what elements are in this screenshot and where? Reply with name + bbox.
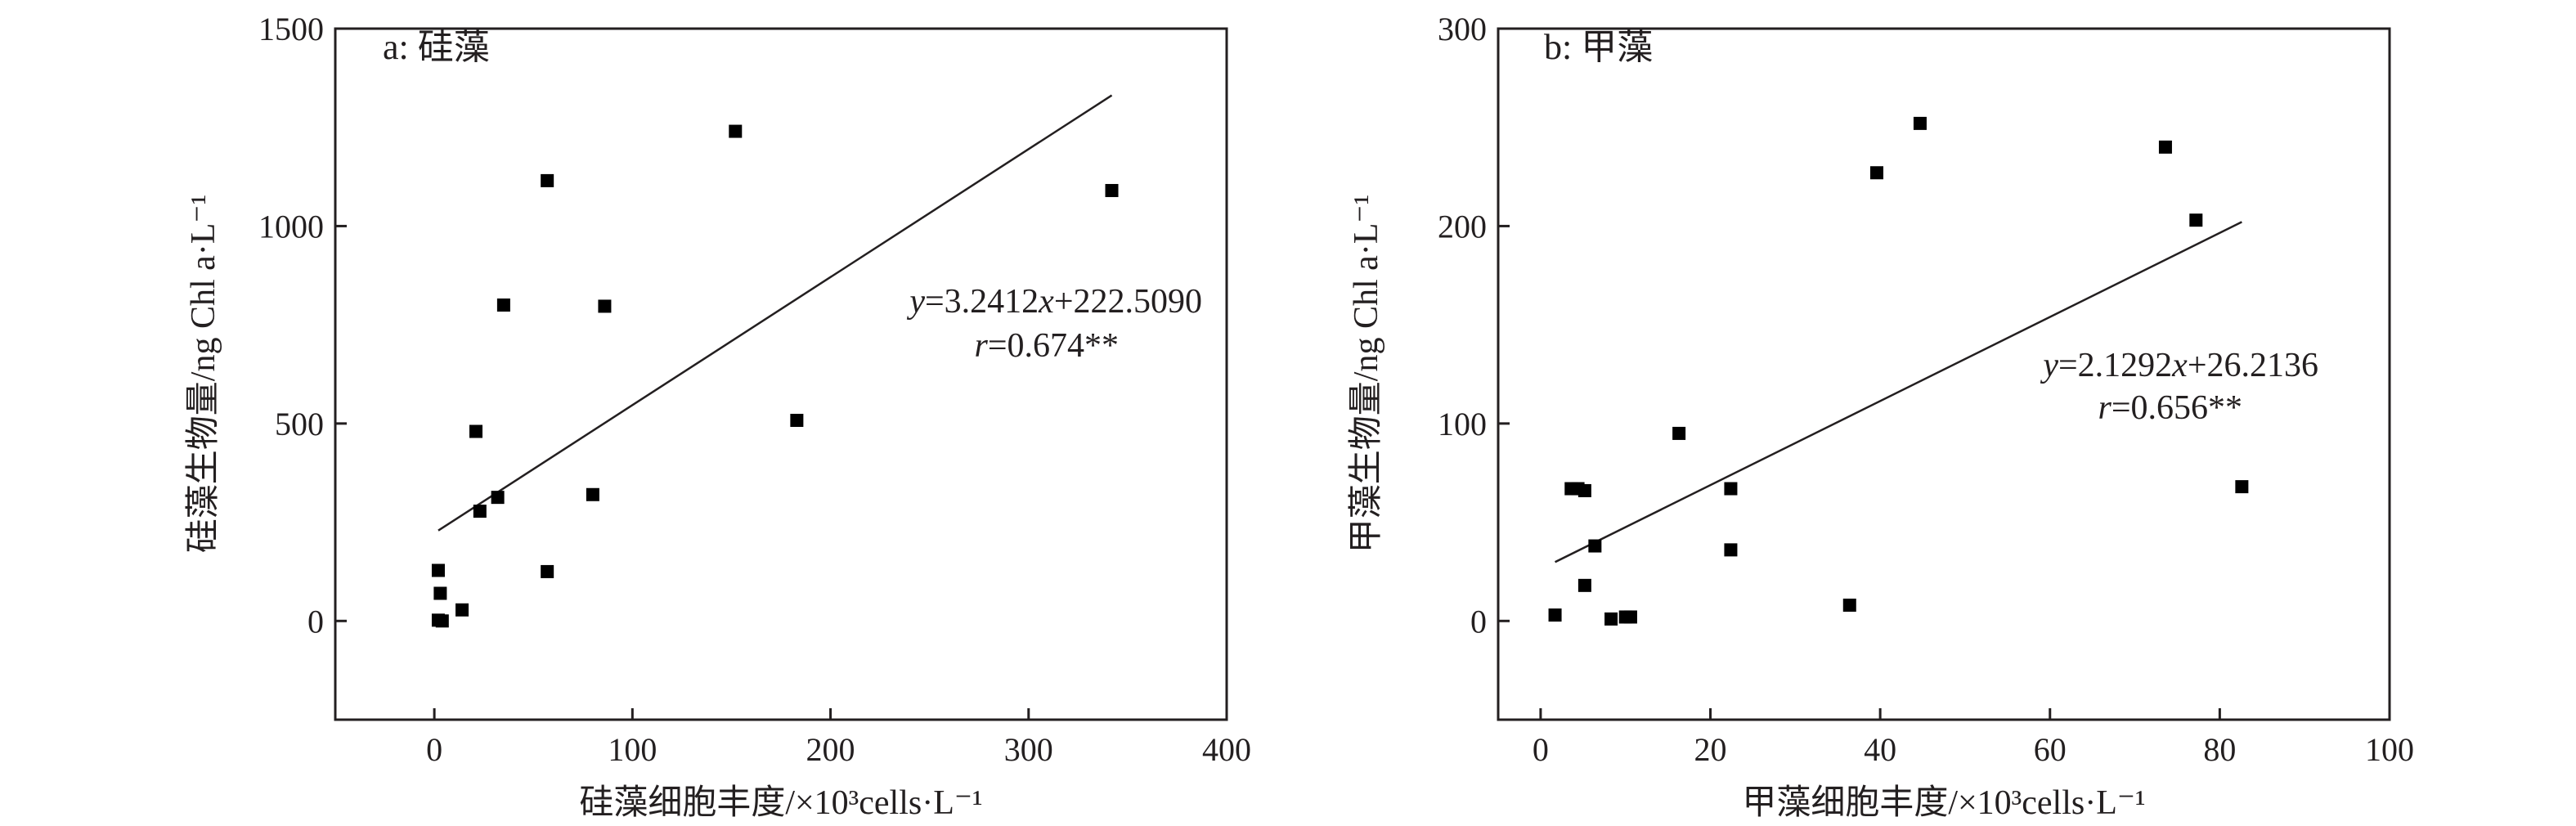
data-point [469,424,482,438]
data-point [790,413,804,427]
points-group-a [431,124,1119,628]
panel-title-a: a: 硅藻 [383,27,490,67]
y-tick-label: 1500 [258,11,324,47]
data-point [1842,598,1856,612]
tick-group-b: 0 20 40 60 80 100 0 100 200 300 [1438,11,2414,768]
data-point [435,614,449,628]
x-tick-label: 200 [806,731,855,768]
x-tick-label: 60 [2034,731,2067,768]
data-point [431,563,445,577]
equation-b: y=2.1292x+26.2136 [2040,347,2318,384]
panel-title-b: b: 甲藻 [1544,27,1653,67]
tick-group-a: 0 100 200 300 400 0 500 1000 1500 [258,11,1251,768]
x-tick-label: 400 [1202,731,1251,768]
correlation-a: r=0.674** [974,327,1119,365]
correlation-b: r=0.656** [2098,389,2242,427]
data-point [1913,116,1927,130]
x-tick-label: 100 [2365,731,2414,768]
data-point [1869,166,1883,180]
x-tick-label: 0 [426,731,442,768]
x-tick-label: 20 [1694,731,1727,768]
x-axis-title-a: 硅藻细胞丰度/×10³cells·L⁻¹ [579,784,982,822]
data-point [1548,608,1562,622]
plot-frame-b [1497,27,2391,721]
y-tick-label: 500 [275,406,324,442]
data-point [1724,543,1738,557]
y-tick-label: 0 [307,603,324,640]
data-point [586,487,599,501]
x-tick-label: 40 [1864,731,1896,768]
points-group-b [1548,116,2249,626]
y-tick-label: 200 [1438,208,1487,245]
chart-panel-b: 0 20 40 60 80 100 0 100 200 300 b: 甲藻 y=2.1292x+2… [1348,11,2414,822]
data-point [541,564,554,578]
equation-a: y=3.2412x+222.5090 [906,283,1202,321]
data-point [496,299,510,312]
x-tick-label: 80 [2203,731,2236,768]
regression-line-b [1554,221,2242,563]
data-point [1623,610,1637,624]
y-tick-label: 300 [1438,11,1487,47]
plot-frame-a [334,27,1228,721]
data-point [456,603,469,617]
data-point [2189,213,2203,227]
data-point [491,491,505,505]
data-point [1577,483,1591,497]
y-axis-title-b: 甲藻生物量/ng Chl a·L⁻¹ [1348,195,1385,553]
x-axis-title-b: 甲藻细胞丰度/×10³cells·L⁻¹ [1742,784,2145,822]
data-point [433,586,447,600]
data-point [2235,480,2249,494]
data-point [1604,612,1618,626]
data-point [1672,426,1686,440]
y-tick-label: 100 [1438,406,1487,442]
data-point [1577,578,1591,592]
regression-line-a [438,94,1113,532]
data-point [1588,539,1602,553]
x-tick-label: 0 [1533,731,1549,768]
y-axis-title-a: 硅藻生物量/ng Chl a·L⁻¹ [185,195,222,553]
data-point [473,505,487,518]
data-point [1724,482,1738,496]
data-point [1105,183,1119,197]
chart-panel-a: 0 100 200 300 400 0 500 1000 1500 a: 硅藻 y=3.2412… [185,11,1251,822]
data-point [2158,140,2172,154]
data-point [598,299,612,313]
y-tick-label: 0 [1470,603,1487,640]
x-tick-label: 300 [1004,731,1053,768]
data-point [541,173,554,187]
data-point [729,124,743,138]
y-tick-label: 1000 [258,208,324,245]
x-tick-label: 100 [608,731,657,768]
